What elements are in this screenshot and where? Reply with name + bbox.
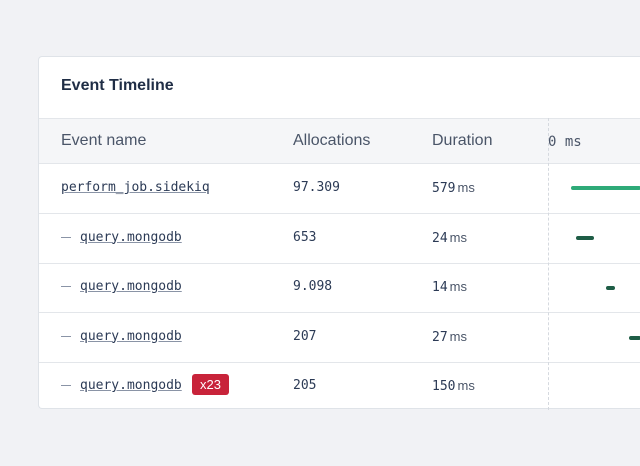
- event-name-link[interactable]: perform_job.sidekiq: [61, 180, 210, 195]
- table-row: query.mongodb 9.098 14 ms: [39, 262, 640, 313]
- card-title: Event Timeline: [61, 77, 174, 94]
- column-header: Event name Allocations Duration 0 ms: [39, 118, 640, 164]
- event-name-link[interactable]: query.mongodb: [80, 229, 182, 245]
- duration: 27 ms: [432, 329, 467, 345]
- duration-unit: ms: [457, 180, 475, 195]
- duration-value: 579: [432, 181, 456, 196]
- child-indent-dash: [61, 385, 71, 386]
- table-row: query.mongodb x23 205 150 ms: [39, 361, 640, 411]
- duration-unit: ms: [449, 229, 467, 245]
- timeline-bar: [606, 286, 615, 290]
- event-name-link[interactable]: query.mongodb: [80, 279, 182, 294]
- event-name-link[interactable]: query.mongodb: [80, 328, 182, 344]
- allocations: 653: [293, 229, 317, 245]
- column-label: 0 ms: [548, 134, 582, 150]
- table-row: perform_job.sidekiq 97.309 579 ms: [39, 163, 640, 214]
- count-badge: x23: [192, 374, 229, 395]
- duration: 579 ms: [432, 180, 475, 196]
- timeline-bar: [571, 186, 640, 190]
- duration-value: 150: [432, 379, 456, 394]
- column-label: Event name: [61, 132, 147, 149]
- allocations: 207: [293, 328, 317, 344]
- child-indent-dash: [61, 286, 71, 287]
- duration-value: 14: [432, 280, 448, 295]
- child-indent-dash: [61, 236, 71, 238]
- duration-value: 24: [432, 230, 448, 246]
- duration: 24 ms: [432, 230, 467, 246]
- duration: 14 ms: [432, 279, 467, 295]
- column-label: Duration: [432, 132, 493, 149]
- column-label: Allocations: [293, 132, 371, 149]
- table-row: query.mongodb 653 24 ms: [39, 213, 640, 264]
- timeline-bar: [576, 236, 594, 240]
- allocations: 9.098: [293, 279, 333, 294]
- child-indent-dash: [61, 335, 71, 337]
- duration-unit: ms: [449, 328, 467, 344]
- rows: perform_job.sidekiq 97.309 579 ms query.mong…: [39, 163, 640, 410]
- allocations: 205: [293, 378, 317, 393]
- duration-value: 27: [432, 329, 448, 345]
- duration-unit: ms: [457, 378, 475, 393]
- timeline-bar: [629, 336, 640, 340]
- event-name-link[interactable]: query.mongodb: [80, 378, 182, 393]
- table-row: query.mongodb 207 27 ms: [39, 312, 640, 363]
- duration: 150 ms: [432, 378, 475, 394]
- timeline-zero-line: [548, 118, 549, 410]
- duration-unit: ms: [449, 279, 467, 294]
- timeline-card: Event Timeline Event name Allocations Du…: [38, 56, 640, 410]
- allocations: 97.309: [293, 180, 340, 195]
